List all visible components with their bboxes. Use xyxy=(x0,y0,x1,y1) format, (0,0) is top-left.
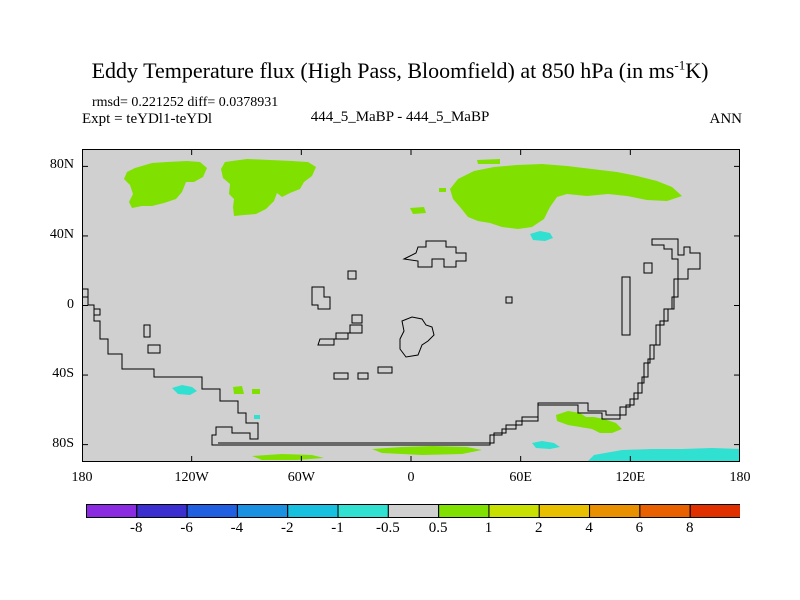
colorbar-swatch xyxy=(86,504,138,518)
colorbar-swatch xyxy=(236,504,289,518)
colorbar-label: -4 xyxy=(230,520,244,536)
coast-small-1 xyxy=(82,288,89,297)
colorbar-label: 4 xyxy=(585,520,593,536)
colorbar-swatch xyxy=(387,504,440,518)
region-japan xyxy=(530,231,553,241)
coastline-contours xyxy=(82,238,701,446)
region-indian-ocean xyxy=(532,441,560,449)
region-antarctic-cyan xyxy=(587,448,740,462)
coast-atlantic-3 xyxy=(351,314,363,324)
region-north-america-1 xyxy=(124,161,207,208)
colorbar-label: -6 xyxy=(180,520,193,536)
title-superscript: -1 xyxy=(674,57,686,73)
anomaly-fills xyxy=(124,159,740,462)
y-tick-label: 40S xyxy=(52,366,74,382)
region-south-pacific xyxy=(172,385,197,395)
colorbar-swatch xyxy=(589,504,641,518)
region-small-atlantic xyxy=(410,207,426,214)
coast-small-2 xyxy=(94,308,101,316)
coast-atlantic-1 xyxy=(311,286,331,310)
coast-south-atlantic-2 xyxy=(357,372,369,380)
colorbar-swatch xyxy=(538,504,591,518)
y-tick-label: 80S xyxy=(52,435,74,451)
coast-africa-island xyxy=(399,316,435,358)
coast-americas xyxy=(82,238,701,446)
coast-south-atlantic xyxy=(333,372,349,380)
region-small-eurasia xyxy=(439,188,446,192)
colorbar-label: 6 xyxy=(635,520,644,536)
coast-indian xyxy=(505,296,513,304)
colorbar-label: -8 xyxy=(130,520,143,536)
x-tick-label: 60E xyxy=(509,470,532,485)
region-s-atlantic-spot xyxy=(233,386,244,394)
season-label: ANN xyxy=(709,111,743,127)
x-tick-label: 60W xyxy=(287,470,315,485)
colorbar-label: -0.5 xyxy=(375,520,400,536)
map-svg xyxy=(82,149,740,462)
region-eurasia xyxy=(450,164,682,229)
case-label: 444_5_MaBP - 444_5_MaBP xyxy=(310,109,490,125)
expt-label: Expt = teYDl1-teYDl xyxy=(82,111,213,127)
title-end: K) xyxy=(685,58,709,83)
x-tick-label: 180 xyxy=(729,470,751,485)
colorbar-swatch xyxy=(186,504,238,518)
x-tick-label: 0 xyxy=(407,470,415,485)
region-s-pacific-cyan-small xyxy=(254,415,260,419)
title-text: Eddy Temperature flux (High Pass, Bloomf… xyxy=(91,58,675,83)
x-tick-label: 180 xyxy=(71,470,93,485)
colorbar-swatch xyxy=(689,504,740,518)
region-antarctic-1 xyxy=(252,454,324,460)
colorbar-swatch xyxy=(438,504,490,518)
map-plot xyxy=(82,149,740,462)
coast-pacific-2 xyxy=(147,344,161,354)
colorbar-swatch xyxy=(488,504,540,518)
colorbar-label: 0.5 xyxy=(428,520,448,536)
colorbar-svg xyxy=(86,504,740,518)
y-tick-label: 40N xyxy=(49,226,74,242)
colorbar-label: 8 xyxy=(685,520,694,536)
coast-atlantic-2 xyxy=(347,270,357,280)
region-antarctic-2 xyxy=(372,446,482,455)
coast-atlantic-4 xyxy=(317,324,363,346)
region-s-atlantic-spot-2 xyxy=(252,389,260,394)
colorbar xyxy=(86,504,740,518)
region-southern-ocean xyxy=(556,411,622,433)
colorbar-label: -2 xyxy=(280,520,294,536)
region-small-arctic xyxy=(477,159,500,164)
colorbar-label: -1 xyxy=(331,520,344,536)
page-title: Eddy Temperature flux (High Pass, Bloomf… xyxy=(0,58,800,84)
colorbar-swatch xyxy=(639,504,691,518)
colorbar-label: 2 xyxy=(535,520,543,536)
y-tick-label: 0 xyxy=(67,296,74,312)
coast-pacific-1 xyxy=(143,324,151,338)
x-tick-label: 120W xyxy=(174,470,209,485)
colorbar-label: 1 xyxy=(484,520,493,536)
colorbar-swatch xyxy=(287,504,339,518)
region-north-america-2 xyxy=(221,159,316,216)
coast-south-atlantic-3 xyxy=(377,366,393,374)
axis-ticks xyxy=(82,149,740,462)
colorbar-swatch xyxy=(337,504,389,518)
coast-europe xyxy=(402,240,467,268)
y-tick-label: 80N xyxy=(49,157,74,173)
x-tick-label: 120E xyxy=(615,470,646,485)
colorbar-swatch xyxy=(136,504,188,518)
stats-label: rmsd= 0.221252 diff= 0.0378931 xyxy=(92,95,279,110)
coast-se-asia xyxy=(621,276,631,336)
coast-east-asia xyxy=(643,262,653,274)
